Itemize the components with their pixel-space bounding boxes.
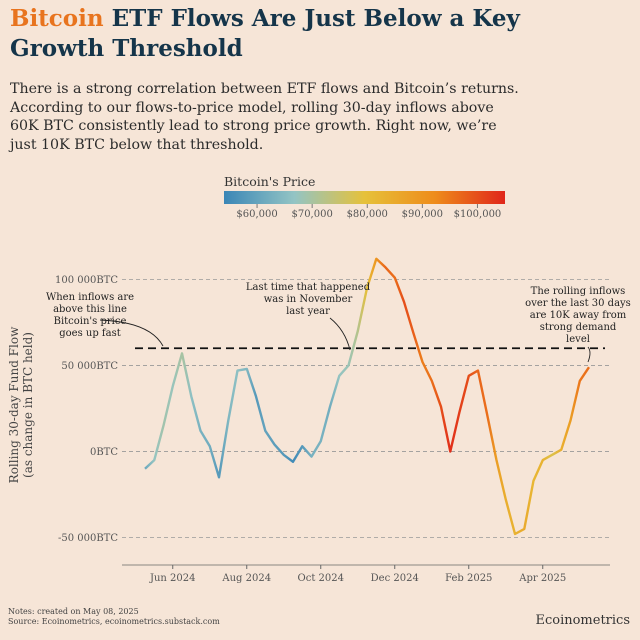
annotation: goes up fast <box>59 328 120 339</box>
x-tick-label: Feb 2025 <box>445 573 492 584</box>
chart-title: Bitcoin ETF Flows Are Just Below a Key G… <box>10 4 610 64</box>
x-tick-label: Oct 2024 <box>298 573 344 584</box>
subtitle-line: There is a strong correlation between ET… <box>10 81 519 97</box>
annotation: Last time that happened <box>246 282 371 293</box>
colorbar-tick-label: $100,000 <box>454 209 502 220</box>
annotation-arrow <box>587 346 591 363</box>
annotation: The rolling inflows <box>531 286 626 297</box>
footnote: Notes: created on May 08, 2025 <box>8 607 139 616</box>
x-tick-label: Dec 2024 <box>371 573 419 584</box>
subtitle-line: According to our flows-to-price model, r… <box>10 99 494 116</box>
footnote: Source: Ecoinometrics, ecoinometrics.sub… <box>8 617 220 626</box>
annotation: over the last 30 days <box>525 298 631 309</box>
title-highlight: Bitcoin <box>10 5 104 32</box>
annotation: above this line <box>53 304 127 315</box>
colorbar-tick-label: $60,000 <box>236 209 277 220</box>
brand: Ecoinometrics <box>535 613 630 628</box>
annotation: strong demand <box>540 322 617 333</box>
y-tick-label: 100 000BTC <box>55 275 118 286</box>
x-tick-label: Aug 2024 <box>221 573 271 584</box>
annotation: last year <box>286 306 330 317</box>
subtitle-line: just 10K BTC below that threshold. <box>10 136 264 153</box>
colorbar-label: Bitcoin's Price <box>224 174 315 189</box>
y-axis-label: (as change in BTC held) <box>21 332 35 478</box>
annotation-arrow <box>329 317 351 351</box>
subtitle: There is a strong correlation between ET… <box>10 80 630 154</box>
subtitle-line: 60K BTC consistently lead to strong pric… <box>10 118 497 134</box>
y-tick-label: 50 000BTC <box>61 361 118 372</box>
annotation: are 10K away from <box>530 310 627 321</box>
annotation: Bitcoin's price <box>54 316 127 327</box>
y-axis-label: Rolling 30-day Fund Flow <box>7 326 21 483</box>
y-tick-label: -50 000BTC <box>58 533 118 544</box>
annotation-arrow <box>99 319 164 347</box>
annotation: level <box>566 334 590 345</box>
x-tick-label: Apr 2025 <box>518 573 566 584</box>
x-tick-label: Jun 2024 <box>149 573 196 584</box>
flow-line <box>144 257 590 536</box>
colorbar-tick-label: $70,000 <box>291 209 332 220</box>
colorbar <box>224 191 505 204</box>
annotation: was in November <box>264 294 353 305</box>
annotation: When inflows are <box>46 292 134 303</box>
colorbar-tick-label: $80,000 <box>347 209 388 220</box>
y-tick-label: 0BTC <box>90 447 118 458</box>
title-text: ETF Flows Are Just Below a Key Growth Th… <box>10 5 520 62</box>
colorbar-tick-label: $90,000 <box>402 209 443 220</box>
